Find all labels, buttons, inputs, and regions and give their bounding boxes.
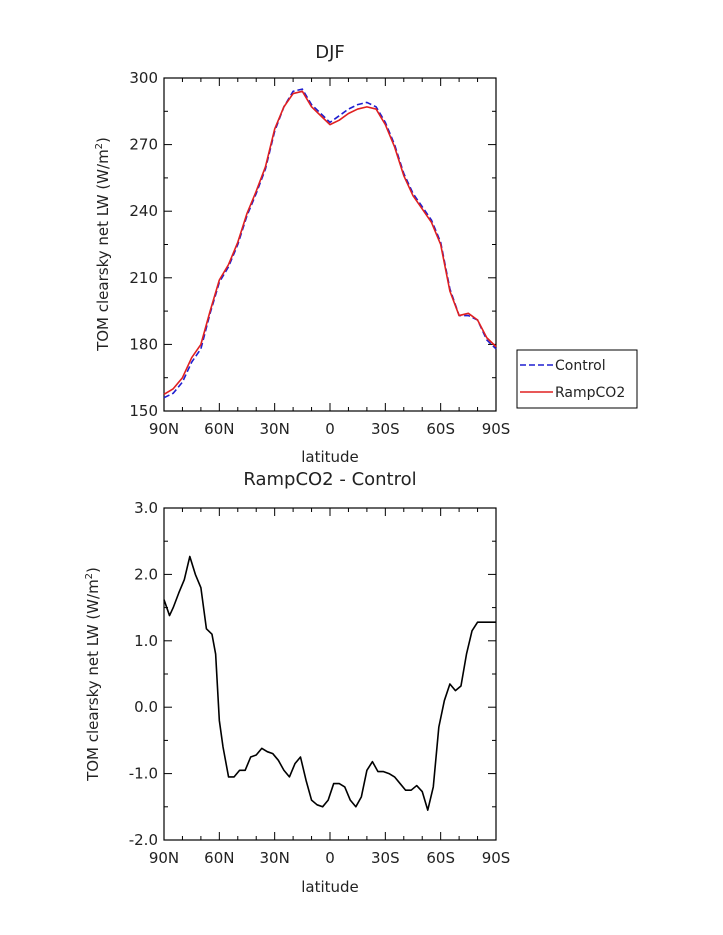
- x-axis-label-djf: latitude: [301, 448, 359, 466]
- x-tick-label: 60S: [426, 420, 455, 438]
- panel-djf: DJF 150 180 210 240 270 300 90N 60N 30N 0 30S 60S 9…: [94, 42, 638, 466]
- y-tick-label: 270: [129, 136, 158, 154]
- panel-diff: RampCO2 - Control -2.0 -1.0 0.0 1.0 2.0 3.0 9…: [84, 469, 510, 896]
- y-tick-label: -1.0: [129, 765, 158, 783]
- series-line-djf-0: [163, 88, 497, 399]
- y-tick-label: 240: [129, 202, 158, 220]
- chart-title-djf: DJF: [315, 42, 345, 63]
- x-tick-label: 60N: [204, 420, 234, 438]
- legend-label-control: Control: [555, 358, 606, 374]
- x-tick-label: 90N: [149, 849, 179, 867]
- x-tick-label: 30N: [260, 420, 290, 438]
- y-tick-label: 180: [129, 335, 158, 353]
- series-line-djf-1: [163, 90, 497, 396]
- y-axis-label-djf: TOM clearsky net LW (W/m2): [94, 137, 112, 352]
- y-tick-label: 0.0: [134, 698, 158, 716]
- y-tick-label: 300: [129, 69, 158, 87]
- x-tick-label: 60S: [426, 849, 455, 867]
- x-tick-label: 90S: [482, 849, 511, 867]
- y-tick-label: 1.0: [134, 632, 158, 650]
- x-tick-label: 0: [325, 420, 335, 438]
- chart-title-diff: RampCO2 - Control: [243, 469, 416, 490]
- y-tick-label: 3.0: [134, 499, 158, 517]
- legend: Control RampCO2: [516, 349, 638, 409]
- plot-frame-diff: [163, 507, 497, 841]
- y-tick-label: -2.0: [129, 831, 158, 849]
- x-tick-label: 90N: [149, 420, 179, 438]
- x-tick-label: 60N: [204, 849, 234, 867]
- x-tick-label: 30N: [260, 849, 290, 867]
- x-tick-label: 90S: [482, 420, 511, 438]
- series-line-diff-0: [163, 555, 496, 811]
- y-tick-label: 2.0: [134, 565, 158, 583]
- x-tick-label: 30S: [371, 420, 400, 438]
- plot-frame-djf: [163, 77, 497, 412]
- y-axis-label-diff: TOM clearsky net LW (W/m2): [84, 567, 102, 782]
- legend-label-rampco2: RampCO2: [555, 385, 625, 401]
- y-tick-label: 210: [129, 269, 158, 287]
- x-tick-label: 0: [325, 849, 335, 867]
- y-tick-label: 150: [129, 402, 158, 420]
- legend-box: [516, 349, 638, 409]
- x-tick-label: 30S: [371, 849, 400, 867]
- x-axis-label-diff: latitude: [301, 878, 359, 896]
